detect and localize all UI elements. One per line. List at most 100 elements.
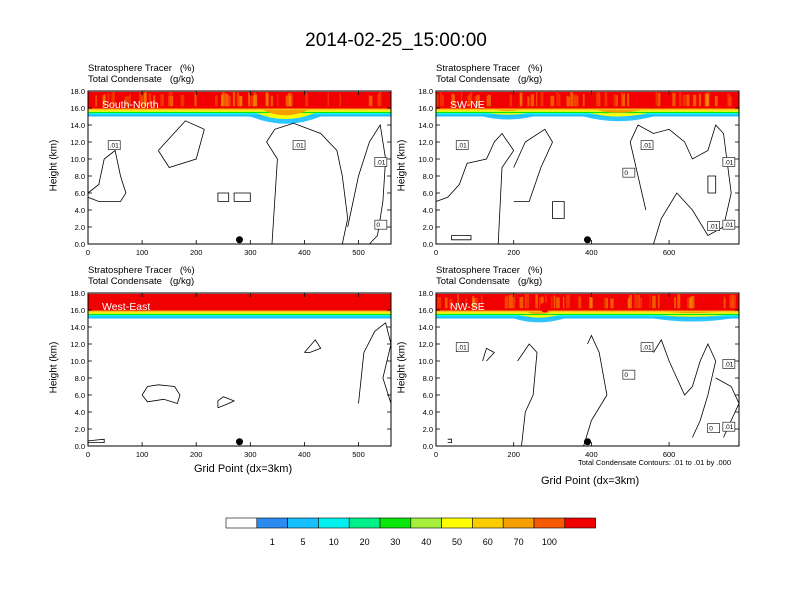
contour-label-box [374, 157, 388, 167]
contour-label: .01 [724, 222, 733, 229]
tracer-streak [732, 295, 737, 309]
tracer-band [436, 313, 739, 316]
colorbar-swatch [441, 517, 473, 529]
contour-label-box [722, 421, 736, 432]
tracer-streak [248, 92, 251, 107]
tracer-streak [606, 297, 609, 309]
tracer-dip [653, 318, 732, 322]
contour-label: .01 [643, 345, 652, 352]
x-tick-label: 400 [585, 450, 598, 459]
y-tick-label: 6.0 [75, 391, 85, 400]
x-tick-label: 0 [86, 450, 90, 459]
condensate-contour [157, 120, 205, 168]
tracer-streak [449, 298, 453, 309]
tracer-band [436, 114, 739, 117]
contour-label: .01 [458, 345, 467, 352]
colorbar-swatch [379, 517, 412, 529]
tracer-streak [613, 94, 617, 107]
tracer-streak [250, 96, 255, 107]
y-tick-label: 2.0 [423, 223, 433, 232]
x-tick-label: 100 [136, 450, 149, 459]
y-tick-label: 12.0 [70, 138, 85, 147]
panel-1: South-North.01.01.0100.02.04.06.08.010.0… [70, 87, 392, 257]
colorbar-swatch [502, 517, 535, 529]
contour-label-box [622, 369, 636, 380]
panel-2-caption: Stratosphere Tracer (%) Total Condensate … [436, 63, 543, 85]
tracer-streak [111, 92, 116, 107]
y-tick-label: 8.0 [423, 374, 433, 383]
tracer-streak [539, 297, 541, 309]
x-tick-label: 0 [86, 248, 90, 257]
tracer-band [436, 108, 739, 110]
y-tick-label: 12.0 [70, 340, 85, 349]
colorbar-swatch [318, 517, 350, 529]
tracer-streak [603, 297, 607, 309]
tracer-streak [652, 295, 656, 309]
tracer-streak [693, 94, 697, 107]
condensate-contour [217, 192, 230, 202]
tracer-max [539, 302, 550, 313]
y-tick-label: 14.0 [418, 121, 433, 130]
tracer-streak [570, 91, 573, 107]
tracer-streak [674, 297, 676, 309]
tracer-streak [572, 94, 576, 107]
tracer-streak [655, 91, 658, 107]
tracer-streak [616, 95, 618, 107]
y-tick-label: 12.0 [418, 340, 433, 349]
tracer-streak [139, 94, 144, 107]
tracer-streak [551, 296, 553, 309]
tracer-streak [327, 92, 329, 107]
x-tick-label: 200 [507, 248, 520, 257]
condensate-contour [513, 128, 553, 202]
tracer-band [436, 109, 739, 111]
tracer-streak [604, 92, 608, 107]
tracer-dip [250, 116, 321, 124]
contour-label: .01 [724, 424, 733, 431]
tracer-streak [553, 295, 556, 309]
tracer-band [88, 313, 391, 316]
tracer-streak [486, 96, 488, 107]
tracer-streak [638, 294, 640, 309]
tracer-band [88, 111, 391, 114]
tracer-streak [451, 93, 454, 107]
y-tick-label: 6.0 [423, 391, 433, 400]
y-tick-label: 18.0 [418, 87, 433, 96]
colorbar-label: 70 [514, 537, 524, 547]
tracer-streak [705, 93, 709, 107]
y-tick-label: 16.0 [418, 104, 433, 113]
tracer-streak [237, 93, 239, 107]
condensate-contour [217, 396, 236, 409]
tracer-streak [723, 295, 725, 309]
y-tick-label: 8.0 [75, 172, 85, 181]
panel-name-label: NW-SE [450, 301, 485, 313]
colorbar-swatch [533, 517, 566, 529]
y-tick-label: 2.0 [75, 223, 85, 232]
tracer-streak [686, 94, 690, 107]
tracer-band [88, 312, 391, 314]
condensate-contour [435, 132, 515, 245]
tracer-streak [160, 94, 164, 107]
tracer-streak [291, 94, 294, 107]
location-marker [236, 438, 243, 446]
y-tick-label: 0.0 [423, 240, 433, 249]
panel-frame [435, 292, 740, 447]
tracer-streak [95, 95, 97, 107]
x-tick-label: 600 [663, 450, 676, 459]
tracer-band [436, 316, 739, 319]
tracer-streak [677, 294, 681, 309]
panel-4-caption: Stratosphere Tracer (%) Total Condensate … [436, 265, 543, 287]
tracer-dip-inner [488, 113, 528, 115]
x-tick-label: 200 [190, 450, 203, 459]
tracer-streak [536, 92, 538, 107]
contour-label-box [455, 140, 469, 150]
tracer-streak [474, 96, 478, 107]
x-tick-label: 500 [352, 248, 365, 257]
tracer-streak [679, 92, 682, 107]
x-tick-label: 600 [663, 248, 676, 257]
tracer-streak [714, 95, 718, 107]
tracer-streak [153, 95, 156, 107]
y-tick-label: 0.0 [423, 442, 433, 451]
tracer-streak [730, 298, 732, 309]
tracer-streak [378, 92, 382, 107]
contour-label-box [292, 140, 306, 150]
